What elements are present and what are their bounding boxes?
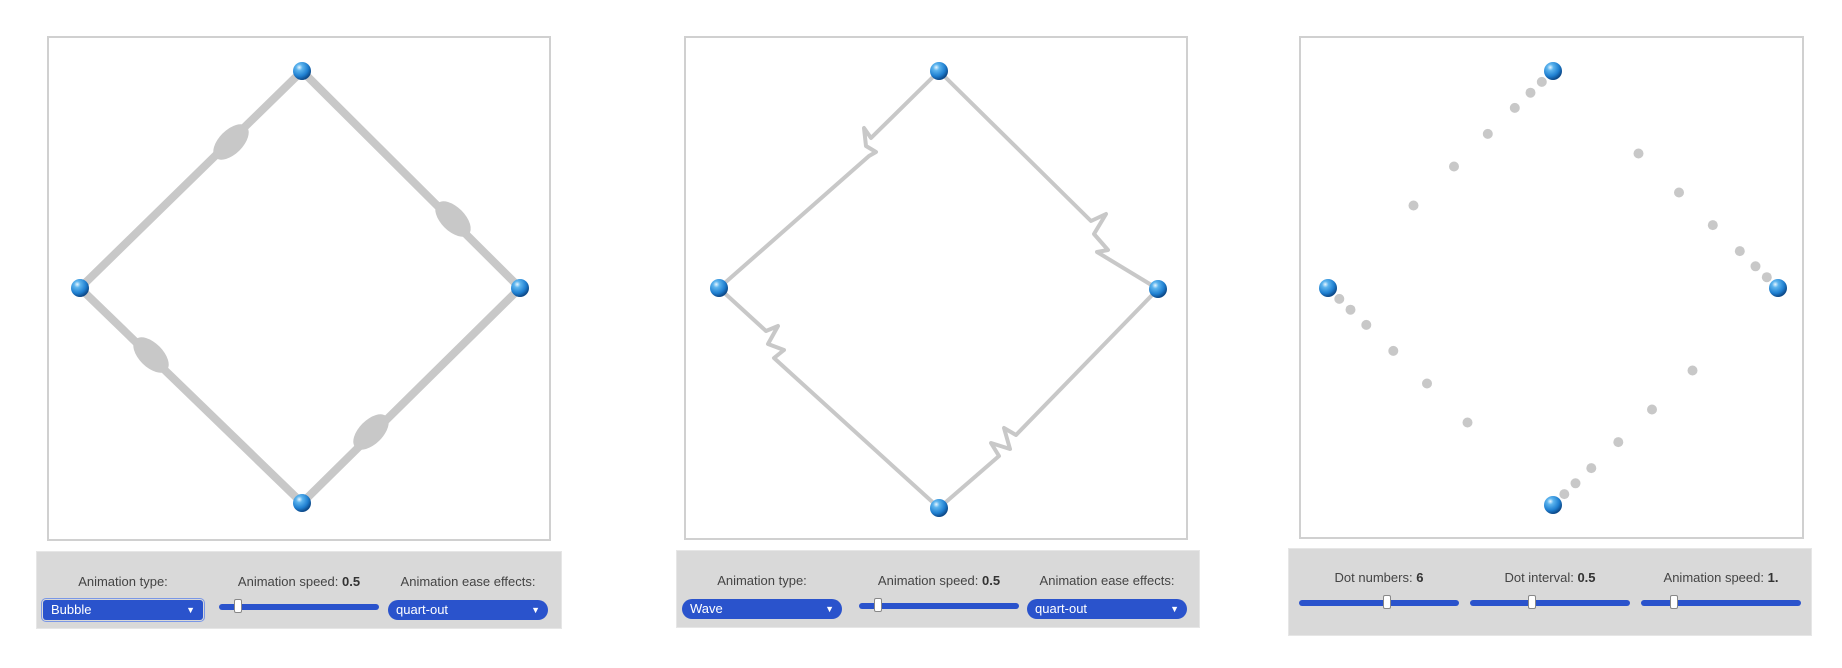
trail-dot [1559, 489, 1570, 500]
trail-dot [1388, 345, 1399, 356]
ease-effects-select[interactable]: quart-out ▼ [1027, 599, 1187, 619]
animation-speed-label: Animation speed: 1. [1641, 570, 1801, 585]
trail-dot [1334, 293, 1345, 304]
dot-interval-slider[interactable] [1470, 595, 1630, 609]
animation-speed-label: Animation speed: 0.5 [859, 573, 1019, 588]
node-sphere-right [1149, 280, 1167, 298]
node-sphere-top [293, 62, 311, 80]
node-sphere-right [511, 279, 529, 297]
dot-numbers-value: 6 [1416, 570, 1424, 585]
trail-dot [1633, 148, 1644, 159]
trail-dot [1674, 187, 1684, 198]
animation-speed-slider[interactable] [1641, 595, 1801, 609]
demo-dots: Dot numbers: 6 Dot interval: 0.5 Animati… [1220, 0, 1842, 668]
diamond-path-graphic [710, 62, 1167, 517]
node-sphere-bottom [930, 499, 948, 517]
node-sphere-right [1769, 279, 1787, 297]
slider-thumb[interactable] [1527, 595, 1536, 609]
node-sphere-top [1544, 62, 1562, 80]
demo-wave: Animation type: Wave ▼ Animation speed: … [600, 0, 1220, 668]
animation-type-select[interactable]: Wave ▼ [682, 599, 842, 619]
slider-thumb[interactable] [874, 598, 883, 612]
trail-dot [1449, 161, 1459, 172]
trail-dot [1345, 304, 1356, 315]
node-sphere-left [710, 279, 728, 297]
controls-panel: Animation type: Wave ▼ Animation speed: … [676, 550, 1200, 628]
slider-thumb[interactable] [1669, 595, 1678, 609]
controls-panel: Dot numbers: 6 Dot interval: 0.5 Animati… [1288, 548, 1812, 636]
trail-dot [1647, 404, 1657, 415]
slider-thumb[interactable] [234, 599, 243, 613]
trail-dot [1586, 463, 1597, 474]
slider-thumb[interactable] [1382, 595, 1391, 609]
trail-dot [1462, 417, 1473, 428]
animation-type-value: Bubble [51, 602, 92, 617]
animation-speed-label-text: Animation speed: [877, 573, 979, 588]
dot-interval-label: Dot interval: 0.5 [1470, 570, 1630, 585]
animation-speed-label-text: Animation speed: [1663, 570, 1764, 585]
trail-dot [1687, 365, 1698, 376]
trail-dot [1750, 261, 1761, 272]
animation-type-value: Wave [690, 601, 723, 616]
dot-interval-label-text: Dot interval: [1504, 570, 1574, 585]
trail-dot [1361, 319, 1372, 330]
animation-speed-slider[interactable] [859, 598, 1019, 612]
triangle-down-icon: ▼ [1170, 604, 1179, 614]
trail-dot [1734, 246, 1745, 257]
animation-speed-value: 0.5 [342, 574, 361, 589]
dotted-diamond-graphic [1319, 62, 1787, 514]
dot-numbers-label-text: Dot numbers: [1334, 570, 1413, 585]
animation-speed-label: Animation speed: 0.5 [219, 574, 379, 589]
trail-dot [1536, 76, 1547, 87]
animation-speed-value: 1. [1767, 570, 1779, 585]
node-sphere-bottom [293, 494, 311, 512]
trail-dot [1482, 128, 1493, 139]
animation-canvas [1299, 36, 1804, 539]
trail-dot [1525, 87, 1536, 98]
demo-bubble: Animation type: Bubble ▼ Animation speed… [0, 0, 600, 668]
triangle-down-icon: ▼ [186, 605, 195, 615]
trail-dot [1707, 220, 1718, 231]
animation-speed-value: 0.5 [982, 573, 1001, 588]
triangle-down-icon: ▼ [531, 605, 540, 615]
triangle-down-icon: ▼ [825, 604, 834, 614]
trail-dot [1509, 102, 1520, 113]
animation-canvas [684, 36, 1188, 540]
dot-numbers-label: Dot numbers: 6 [1299, 570, 1459, 585]
ease-effects-label: Animation ease effects: [400, 574, 536, 589]
animation-speed-label-text: Animation speed: [237, 574, 339, 589]
dot-interval-value: 0.5 [1577, 570, 1596, 585]
ease-effects-label: Animation ease effects: [1039, 573, 1175, 588]
controls-panel: Animation type: Bubble ▼ Animation speed… [36, 551, 562, 629]
trail-dot [1408, 200, 1419, 211]
trail-dot [1613, 437, 1624, 448]
node-sphere-left [71, 279, 89, 297]
node-sphere-top [930, 62, 948, 80]
node-sphere-left [1319, 279, 1337, 297]
trail-dot [1761, 272, 1772, 283]
dot-numbers-slider[interactable] [1299, 595, 1459, 609]
animation-type-label: Animation type: [78, 574, 168, 589]
animation-type-select[interactable]: Bubble ▼ [41, 598, 205, 622]
ease-effects-select[interactable]: quart-out ▼ [388, 600, 548, 620]
diamond-path-graphic [71, 62, 529, 512]
trail-dot [1422, 378, 1432, 389]
animation-speed-slider[interactable] [219, 599, 379, 613]
animation-type-label: Animation type: [717, 573, 807, 588]
ease-effects-value: quart-out [1035, 601, 1088, 616]
node-sphere-bottom [1544, 496, 1562, 514]
ease-effects-value: quart-out [396, 602, 449, 617]
animation-canvas [47, 36, 551, 541]
trail-dot [1570, 478, 1581, 489]
